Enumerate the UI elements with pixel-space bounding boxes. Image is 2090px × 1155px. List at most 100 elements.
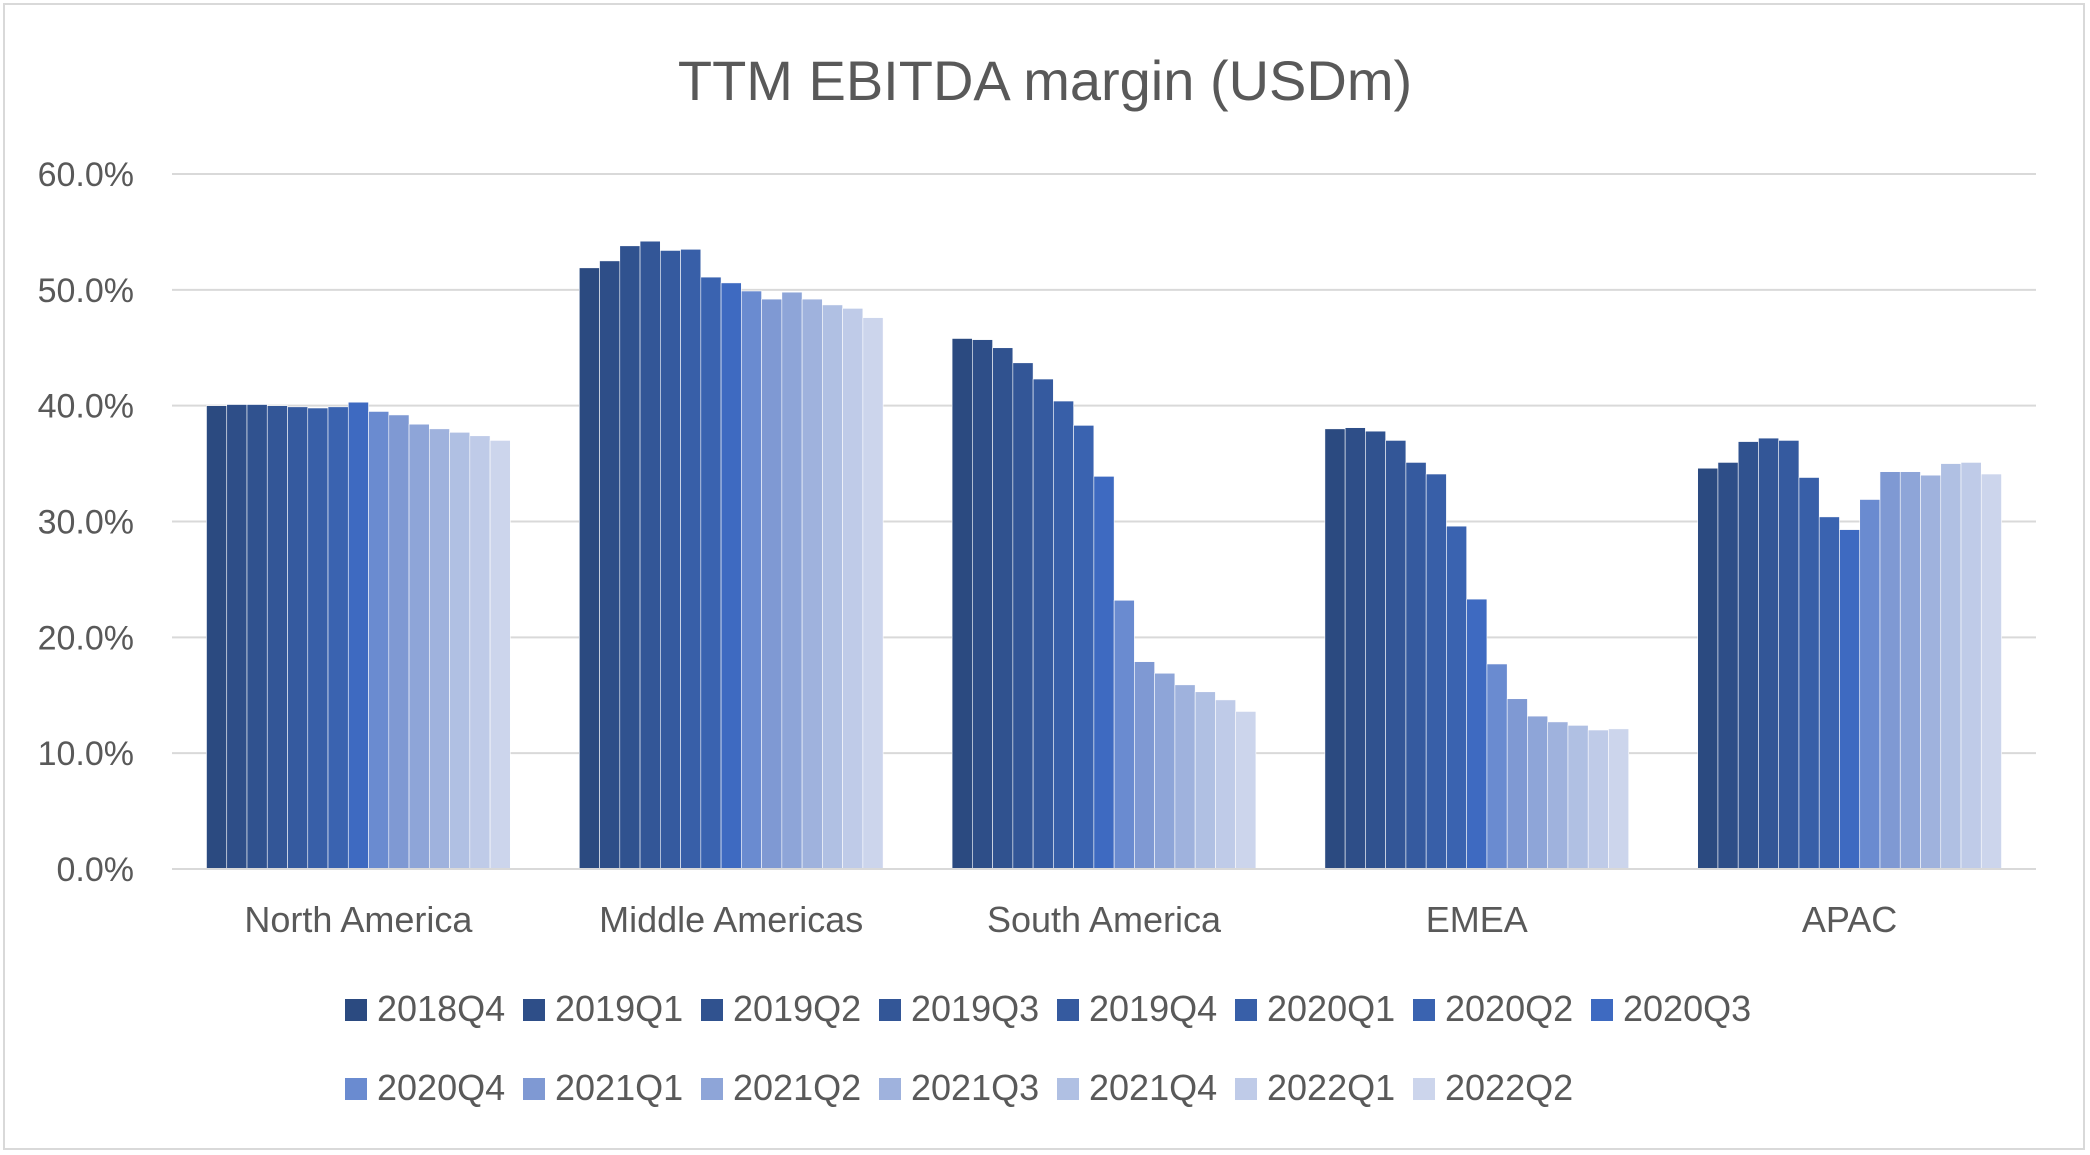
legend-swatch (523, 999, 545, 1021)
bar (1920, 474, 1942, 870)
legend-label: 2020Q4 (377, 1067, 505, 1108)
bar (599, 260, 621, 870)
legend-label: 2021Q4 (1089, 1067, 1217, 1108)
category-label: North America (244, 899, 473, 940)
bar (1235, 711, 1257, 870)
bar (578, 267, 600, 870)
bar (992, 347, 1014, 870)
bar (1134, 661, 1155, 870)
bar (1839, 529, 1861, 870)
bar (1587, 729, 1609, 870)
legend-swatch (345, 1078, 367, 1100)
bar (700, 276, 722, 870)
bar (1344, 427, 1366, 870)
legend-label: 2019Q1 (555, 988, 683, 1029)
bar (951, 338, 973, 870)
bar (1980, 473, 2002, 870)
bar (720, 282, 742, 870)
legend-swatch (1057, 1078, 1079, 1100)
bar (1697, 467, 1719, 870)
bar (1032, 378, 1054, 870)
bar (388, 414, 410, 870)
bar (1859, 499, 1881, 870)
bar (801, 298, 823, 870)
legend-swatch (1413, 1078, 1435, 1100)
legend-label: 2021Q3 (911, 1067, 1039, 1108)
bar (781, 291, 803, 870)
bar (1758, 437, 1780, 870)
bar (660, 250, 681, 870)
bar (822, 304, 843, 870)
bar (1608, 728, 1630, 870)
legend-swatch (345, 999, 367, 1021)
y-axis-ticks: 0.0% 10.0% 20.0% 30.0% 40.0% 50.0% 60.0% (38, 156, 134, 889)
bar (347, 401, 369, 870)
bar (619, 245, 641, 870)
bar (469, 435, 491, 870)
category-label: Middle Americas (599, 899, 863, 940)
bar (1154, 672, 1176, 870)
bar (428, 428, 450, 870)
bar (1486, 663, 1508, 870)
bar (206, 405, 228, 870)
bar (266, 405, 288, 870)
legend-label: 2020Q3 (1623, 988, 1751, 1029)
y-tick-label: 30.0% (38, 504, 134, 542)
legend-swatch (1057, 999, 1079, 1021)
bar (680, 248, 702, 870)
category-labels: North America Middle Americas South Americ… (244, 899, 1897, 940)
legend-label: 2022Q2 (1445, 1067, 1573, 1108)
bar (1405, 462, 1427, 870)
bar (741, 290, 762, 870)
legend-swatch (1413, 999, 1435, 1021)
legend-label: 2021Q2 (733, 1067, 861, 1108)
bar (1324, 428, 1346, 870)
bar (1053, 400, 1074, 870)
bar (1113, 599, 1135, 870)
bar (1818, 516, 1840, 870)
y-tick-label: 0.0% (57, 851, 135, 889)
bar (639, 240, 661, 870)
bar (842, 308, 864, 870)
legend-label: 2020Q1 (1267, 988, 1395, 1029)
bar (1798, 477, 1820, 870)
legend-swatch (879, 1078, 901, 1100)
category-label: APAC (1802, 899, 1897, 940)
bar (1960, 462, 1982, 870)
legend: 2018Q4 2019Q1 2019Q2 2019Q3 2019Q4 2020Q1 2020… (345, 988, 1751, 1108)
y-tick-label: 60.0% (38, 156, 134, 194)
bar (1737, 441, 1759, 870)
legend-swatch (1235, 999, 1257, 1021)
legend-label: 2021Q1 (555, 1067, 683, 1108)
bar (1365, 430, 1386, 870)
bar (1547, 721, 1569, 870)
y-tick-label: 20.0% (38, 619, 134, 657)
category-label: South America (987, 899, 1222, 940)
bar (327, 406, 349, 870)
bar (246, 404, 268, 870)
bar (1778, 440, 1800, 870)
category-label: EMEA (1426, 899, 1528, 940)
legend-swatch (1591, 999, 1613, 1021)
chart-title: TTM EBITDA margin (USDm) (677, 49, 1413, 112)
bar (1506, 698, 1528, 870)
legend-swatch (879, 999, 901, 1021)
bar (1940, 463, 1962, 870)
legend-label: 2019Q4 (1089, 988, 1217, 1029)
y-tick-label: 40.0% (38, 388, 134, 426)
bar (449, 432, 471, 870)
bar (1527, 715, 1548, 870)
bar (1073, 425, 1095, 870)
legend-label: 2019Q3 (911, 988, 1039, 1029)
y-tick-label: 50.0% (38, 272, 134, 310)
bar (307, 407, 329, 870)
bar (1215, 699, 1236, 870)
bar (1446, 525, 1467, 870)
bar (226, 404, 248, 870)
bar (1174, 684, 1196, 870)
bar (287, 406, 309, 870)
legend-swatch (701, 999, 723, 1021)
y-tick-label: 10.0% (38, 735, 134, 773)
bar (1466, 598, 1488, 870)
